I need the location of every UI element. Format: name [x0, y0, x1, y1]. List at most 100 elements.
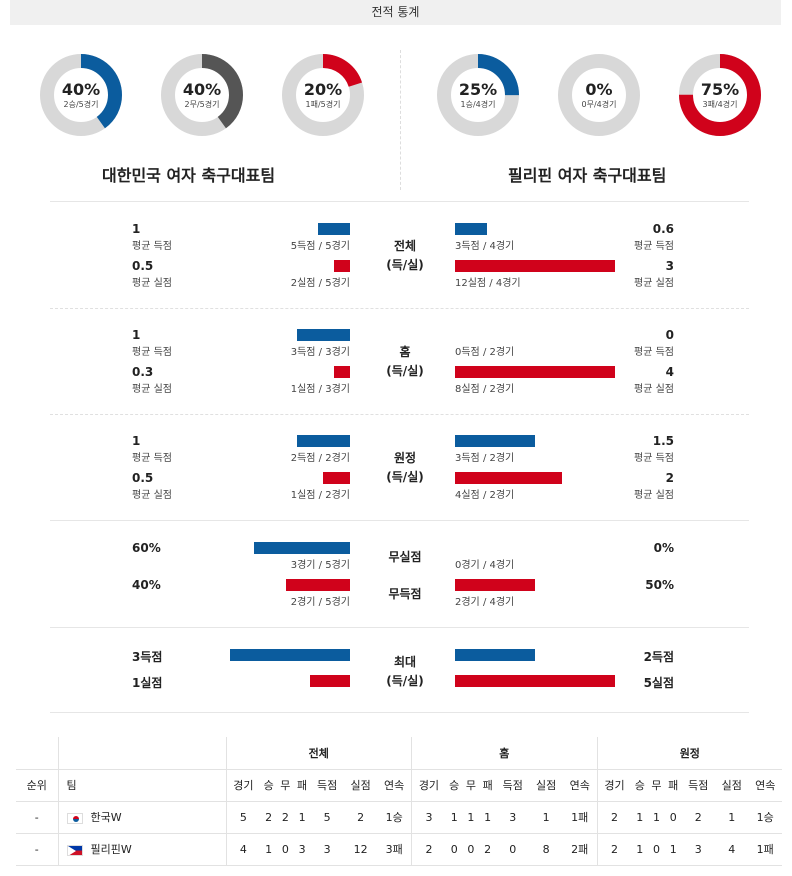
- donut-detail: 0무/4경기: [581, 100, 617, 109]
- away-avg-scored: 1.5: [652, 434, 674, 448]
- stat-cell: 0: [495, 833, 530, 866]
- stat-cell: 1: [648, 801, 665, 834]
- column-header: 실점: [529, 769, 563, 802]
- home-clean-sheet-detail: 3경기 / 5경기: [290, 560, 350, 571]
- avg-scored-label: 평균 득점: [132, 241, 172, 252]
- donut-percent: 40%: [182, 80, 222, 99]
- donut-detail: 3패/4경기: [702, 100, 738, 109]
- home-avg-conceded: 0.5: [132, 471, 154, 485]
- home-clean-sheet-pct: 60%: [132, 541, 161, 555]
- away-avg-scored: 0: [665, 328, 674, 342]
- home-scored-detail: 2득점 / 2경기: [290, 453, 350, 464]
- home-avg-conceded: 0.3: [132, 365, 154, 379]
- away-scored-detail: 3득점 / 4경기: [455, 241, 515, 252]
- column-header: 패: [664, 769, 682, 802]
- stat-cell: 1: [260, 833, 277, 866]
- column-header: 득점: [495, 769, 530, 802]
- team-name-label: 필리핀W: [90, 843, 132, 856]
- table-column-header: 순위 팀 경기 승 무 패 득점 실점 연속 경기 승 무 패 득점 실점 연속 경기 승 무 패 득점 실점 연속: [16, 769, 782, 802]
- donut-percent: 20%: [303, 80, 343, 99]
- section-title: 원정: [393, 451, 417, 465]
- donut-track: [558, 54, 640, 136]
- home-no-score-detail: 2경기 / 5경기: [290, 597, 350, 608]
- away-avg-conceded: 4: [665, 365, 674, 379]
- column-header: 승: [260, 769, 277, 802]
- away-conceded-bar: [455, 472, 562, 484]
- stat-cell: 1패: [562, 801, 598, 834]
- donut-chart: 0% 0무/4경기: [556, 52, 642, 138]
- team-cell: 필리핀W: [57, 833, 226, 866]
- column-header: 득점: [310, 769, 344, 802]
- stat-cell: 2: [276, 801, 294, 834]
- donut-chart: 25% 1승/4경기: [435, 52, 521, 138]
- stat-cell: 8: [529, 833, 563, 866]
- avg-conceded-label: 평균 실점: [132, 384, 172, 395]
- section-title: 홈: [399, 345, 411, 359]
- group-away: 원정: [596, 737, 782, 770]
- stat-cell: 1: [529, 801, 563, 834]
- stat-cell: 0: [648, 833, 665, 866]
- home-conceded-bar: [334, 260, 350, 272]
- home-avg-conceded: 0.5: [132, 259, 154, 273]
- donut-detail: 1승/4경기: [460, 100, 496, 109]
- column-header: 경기: [225, 769, 261, 802]
- home-avg-scored: 1: [132, 222, 141, 236]
- away-max-conceded-bar: [455, 675, 615, 687]
- stat-cell: 1: [714, 801, 749, 834]
- stat-cell: 2: [681, 801, 715, 834]
- away-scored-detail: 0득점 / 2경기: [455, 347, 515, 358]
- avg-scored-label: 평균 득점: [634, 241, 674, 252]
- away-conceded-bar: [455, 366, 615, 378]
- rank-cell: -: [16, 833, 58, 866]
- away-conceded-detail: 4실점 / 2경기: [455, 490, 515, 501]
- away-team-name: 필리핀 여자 축구대표팀: [508, 166, 667, 185]
- donut-ring: [558, 54, 640, 136]
- group-overall: 전체: [225, 737, 412, 770]
- avg-scored-label: 평균 득점: [132, 453, 172, 464]
- stat-cell: 1: [479, 801, 496, 834]
- stat-cell: 0: [462, 833, 480, 866]
- stat-cell: 5: [225, 801, 261, 834]
- stat-cell: 1: [445, 801, 463, 834]
- korea-flag-icon: [66, 812, 83, 824]
- divider: [50, 201, 749, 202]
- home-scored-detail: 5득점 / 5경기: [290, 241, 350, 252]
- column-header: 무: [648, 769, 665, 802]
- divider: [50, 627, 749, 628]
- donut-detail: 2승/5경기: [63, 100, 99, 109]
- avg-conceded-label: 평균 실점: [132, 278, 172, 289]
- column-header: 실점: [714, 769, 749, 802]
- away-scored-bar: [455, 435, 535, 447]
- stat-cell: 1: [462, 801, 480, 834]
- home-conceded-detail: 1실점 / 2경기: [290, 490, 350, 501]
- column-header: 연속: [748, 769, 782, 802]
- avg-conceded-label: 평균 실점: [634, 384, 674, 395]
- stat-cell: 3: [310, 833, 344, 866]
- clean-sheet-title: 무실점: [388, 550, 422, 564]
- team-name-label: 한국W: [90, 811, 122, 824]
- column-header: 실점: [343, 769, 378, 802]
- stat-cell: 2: [411, 833, 446, 866]
- stat-cell: 0: [445, 833, 463, 866]
- section-title: 전체: [393, 239, 417, 253]
- donut-ring: [40, 54, 122, 136]
- home-clean-sheet-bar: [254, 542, 350, 554]
- donut-segment: [161, 54, 243, 136]
- donut-percent: 25%: [458, 80, 498, 99]
- away-scored-detail: 3득점 / 2경기: [455, 453, 515, 464]
- rank-cell: -: [16, 801, 58, 834]
- home-scored-bar: [297, 329, 350, 341]
- donut-ring: [161, 54, 243, 136]
- home-avg-scored: 1: [132, 434, 141, 448]
- stat-cell: 1승: [377, 801, 412, 834]
- stat-cell: 3: [411, 801, 446, 834]
- home-conceded-detail: 1실점 / 3경기: [290, 384, 350, 395]
- home-no-score-bar: [286, 579, 350, 591]
- donut-segment: [282, 54, 364, 136]
- stat-cell: 2: [479, 833, 496, 866]
- max-title: 최대: [393, 655, 417, 669]
- team-cell: 한국W: [57, 801, 226, 834]
- divider: [50, 308, 749, 309]
- divider: [50, 520, 749, 521]
- group-home: 홈: [411, 737, 598, 770]
